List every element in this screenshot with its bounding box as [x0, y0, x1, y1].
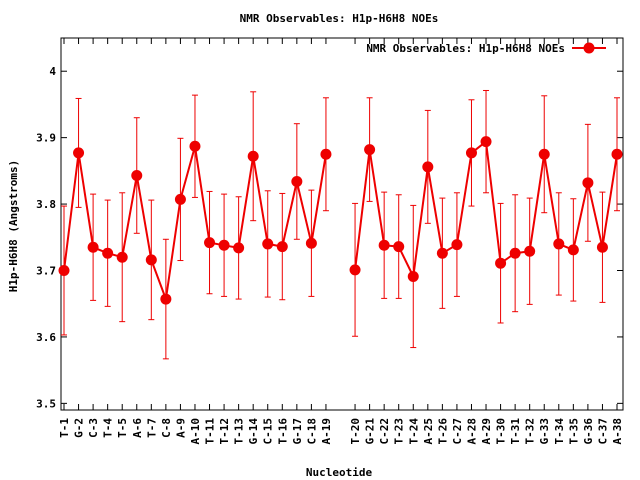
data-point: [495, 257, 507, 269]
data-point: [291, 175, 303, 187]
x-tick-label: T-11: [204, 418, 217, 445]
data-point: [553, 238, 565, 250]
x-tick-label: C-3: [87, 418, 100, 438]
y-tick-label: 3.9: [36, 132, 56, 145]
x-axis-ticks: T-1 G-2 C-3 T-4 T-5 A-6 T-7 C-8 A-9 A-10 T-11 T-12 T…: [58, 38, 624, 445]
x-tick-label: A-6: [131, 418, 144, 438]
series-layer: [58, 89, 623, 360]
y-tick-label: 4: [49, 65, 56, 78]
x-tick-label: T-12: [218, 418, 231, 445]
data-point: [378, 239, 390, 251]
x-tick-label: T-1: [58, 418, 71, 438]
data-point: [349, 264, 361, 276]
x-tick-label: A-29: [480, 418, 493, 445]
x-tick-label: A-28: [465, 418, 478, 445]
data-point: [596, 241, 608, 253]
data-point: [422, 161, 434, 173]
data-point: [436, 247, 448, 259]
data-point: [145, 254, 157, 266]
x-tick-label: C-22: [378, 418, 391, 445]
x-tick-label: T-31: [509, 418, 522, 445]
data-point: [102, 247, 114, 259]
data-point: [218, 239, 230, 251]
x-axis-label: Nucleotide: [306, 466, 373, 479]
y-axis-ticks: 3.5 3.6 3.7 3.8 3.9 4: [36, 65, 623, 410]
data-point: [451, 239, 463, 251]
data-point: [276, 241, 288, 253]
x-tick-label: G-33: [538, 418, 551, 445]
x-tick-label: T-4: [102, 418, 115, 438]
x-tick-label: C-37: [596, 418, 609, 445]
legend: NMR Observables: H1p-H6H8 NOEs: [366, 42, 606, 55]
x-tick-label: T-13: [233, 418, 246, 445]
data-point: [247, 150, 259, 162]
x-tick-label: T-34: [553, 418, 566, 445]
data-point: [131, 170, 143, 182]
data-point: [465, 147, 477, 159]
x-tick-label: A-25: [422, 418, 435, 445]
legend-marker-swatch: [583, 42, 595, 54]
x-tick-label: G-14: [247, 418, 260, 445]
x-tick-label: C-27: [451, 418, 464, 445]
x-tick-label: T-35: [567, 418, 580, 445]
data-point: [364, 144, 376, 156]
x-tick-label: G-36: [582, 418, 595, 445]
chart-title: NMR Observables: H1p-H6H8 NOEs: [240, 12, 439, 25]
data-point: [87, 241, 99, 253]
x-tick-label: G-2: [73, 418, 86, 438]
x-tick-label: C-8: [160, 418, 173, 438]
data-point: [160, 293, 172, 305]
x-tick-label: T-5: [116, 418, 129, 438]
data-point: [58, 265, 70, 276]
x-tick-label: T-16: [276, 418, 289, 445]
y-tick-label: 3.8: [36, 198, 56, 211]
data-point: [116, 251, 128, 263]
x-tick-label: G-17: [291, 418, 304, 445]
x-tick-label: T-32: [524, 418, 537, 445]
x-tick-label: T-24: [407, 418, 420, 445]
data-point: [174, 193, 186, 205]
y-tick-label: 3.5: [36, 397, 56, 410]
data-point: [538, 148, 550, 160]
x-tick-label: T-20: [349, 418, 362, 445]
data-point: [582, 177, 594, 189]
data-point: [407, 270, 419, 282]
x-tick-label: T-23: [393, 418, 406, 445]
data-point: [567, 244, 579, 256]
x-tick-label: T-26: [436, 418, 449, 445]
data-point: [204, 237, 216, 249]
x-tick-label: G-21: [364, 418, 377, 445]
x-tick-label: C-15: [262, 418, 275, 445]
data-point: [509, 247, 521, 259]
x-tick-label: C-18: [305, 418, 318, 445]
data-point: [320, 148, 332, 160]
x-tick-label: A-10: [189, 418, 202, 445]
x-tick-label: A-9: [174, 418, 187, 438]
y-tick-label: 3.6: [36, 331, 56, 344]
data-point: [233, 242, 245, 254]
x-tick-label: A-19: [320, 418, 333, 445]
data-point: [73, 147, 85, 159]
x-tick-label: T-30: [495, 418, 508, 445]
data-point: [189, 140, 201, 152]
data-point: [524, 245, 536, 257]
data-point: [305, 237, 317, 249]
plot-frame: [60, 37, 624, 411]
x-tick-label: T-7: [145, 418, 158, 438]
y-axis-label: H1p-H6H8 (Angstroms): [7, 160, 20, 292]
data-point: [480, 136, 492, 148]
data-point: [393, 241, 405, 253]
data-point: [262, 238, 274, 250]
y-tick-label: 3.7: [36, 265, 56, 278]
x-tick-label: A-38: [611, 418, 624, 445]
data-point: [611, 148, 623, 160]
legend-label: NMR Observables: H1p-H6H8 NOEs: [366, 42, 565, 55]
